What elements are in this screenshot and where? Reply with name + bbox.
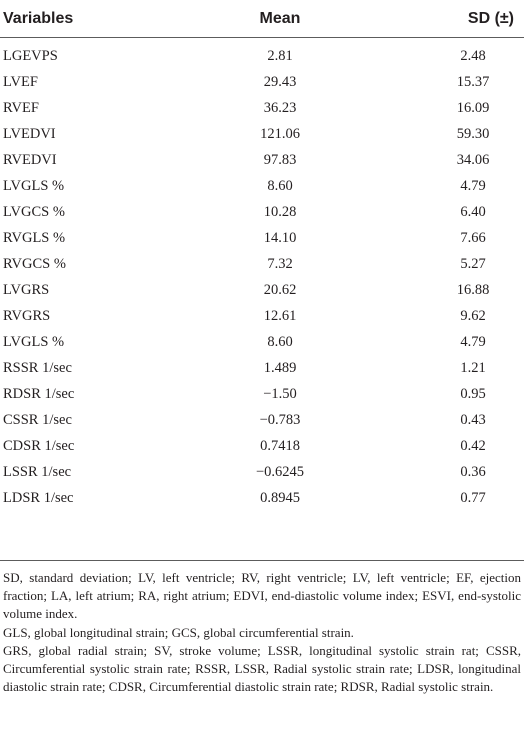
sd-value: 16.09 <box>456 99 490 116</box>
variable-name: RDSR 1/sec <box>3 385 75 402</box>
mean-value: 7.32 <box>267 255 293 272</box>
sd-value: 0.36 <box>460 463 486 480</box>
sd-value: 1.21 <box>460 359 486 376</box>
footnote-abbreviations-1: SD, standard deviation; LV, left ventric… <box>3 570 521 622</box>
mean-value: 0.8945 <box>260 489 300 506</box>
table-row: RVGCS % 7.32 5.27 <box>0 251 524 277</box>
mean-value: 0.7418 <box>260 437 300 454</box>
table-row: RVGRS 12.61 9.62 <box>0 303 524 329</box>
sd-value: 9.62 <box>460 307 486 324</box>
variable-name: LVGCS % <box>3 203 65 220</box>
variable-name: RSSR 1/sec <box>3 359 72 376</box>
header-mean: Mean <box>200 0 360 38</box>
mean-value: 121.06 <box>260 125 300 142</box>
statistics-table: Variables Mean SD (±) LGEVPS 2.81 2.48 LVEF… <box>0 0 524 512</box>
table-row: LVGLS % 8.60 4.79 <box>0 329 524 355</box>
sd-value: 15.37 <box>456 73 490 90</box>
variable-name: LDSR 1/sec <box>3 489 74 506</box>
variable-name: RVGLS % <box>3 229 66 246</box>
table-row: RVGLS % 14.10 7.66 <box>0 225 524 251</box>
mean-value: 29.43 <box>263 73 297 90</box>
variable-name: LSSR 1/sec <box>3 463 72 480</box>
mean-value: 14.10 <box>263 229 297 246</box>
table-row: LVGRS 20.62 16.88 <box>0 277 524 303</box>
mean-value: −1.50 <box>263 385 297 402</box>
mean-value: 1.489 <box>263 359 297 376</box>
sd-value: 16.88 <box>456 281 490 298</box>
mean-value: 8.60 <box>267 333 293 350</box>
sd-value: 4.79 <box>460 177 486 194</box>
header-row: Variables Mean SD (±) <box>0 0 524 38</box>
table-row: RVEDVI 97.83 34.06 <box>0 147 524 173</box>
table-row: CDSR 1/sec 0.7418 0.42 <box>0 433 524 459</box>
variable-name: CSSR 1/sec <box>3 411 72 428</box>
table-footnotes: SD, standard deviation; LV, left ventric… <box>3 569 521 696</box>
variable-name: RVEF <box>3 99 39 116</box>
variable-name: LVEDVI <box>3 125 56 142</box>
table-row: LDSR 1/sec 0.8945 0.77 <box>0 485 524 511</box>
mean-value: 10.28 <box>263 203 297 220</box>
sd-value: 2.48 <box>460 47 486 64</box>
table-row: LVEF 29.43 15.37 <box>0 69 524 95</box>
sd-value: 0.42 <box>460 437 486 454</box>
mean-value: −0.6245 <box>255 463 305 480</box>
mean-value: 12.61 <box>263 307 297 324</box>
table-row: LVGCS % 10.28 6.40 <box>0 199 524 225</box>
sd-value: 59.30 <box>456 125 490 142</box>
table-row: LSSR 1/sec −0.6245 0.36 <box>0 459 524 485</box>
mean-value: −0.783 <box>259 411 301 428</box>
variable-name: LVEF <box>3 73 38 90</box>
header-sd: SD (±) <box>360 0 524 38</box>
sd-value: 0.43 <box>460 411 486 428</box>
variable-name: LGEVPS <box>3 47 58 64</box>
mean-value: 20.62 <box>263 281 297 298</box>
mean-value: 97.83 <box>263 151 297 168</box>
table-row: RSSR 1/sec 1.489 1.21 <box>0 355 524 381</box>
variable-name: CDSR 1/sec <box>3 437 75 454</box>
table-row: LGEVPS 2.81 2.48 <box>0 38 524 70</box>
sd-value: 0.95 <box>460 385 486 402</box>
footnote-abbreviations-3: GRS, global radial strain; SV, stroke vo… <box>3 642 521 695</box>
variable-name: LVGRS <box>3 281 50 298</box>
table-row: RDSR 1/sec −1.50 0.95 <box>0 381 524 407</box>
variable-name: RVGRS <box>3 307 51 324</box>
variable-name: RVGCS % <box>3 255 66 272</box>
variable-name: LVGLS % <box>3 333 65 350</box>
variable-name: LVGLS % <box>3 177 65 194</box>
mean-value: 36.23 <box>263 99 297 116</box>
table-row: CSSR 1/sec −0.783 0.43 <box>0 407 524 433</box>
sd-value: 6.40 <box>460 203 486 220</box>
mean-value: 8.60 <box>267 177 293 194</box>
table-header: Variables Mean SD (±) <box>0 0 524 38</box>
mean-value: 2.81 <box>267 47 293 64</box>
table-row: LVEDVI 121.06 59.30 <box>0 121 524 147</box>
sd-value: 7.66 <box>460 229 486 246</box>
table-row: RVEF 36.23 16.09 <box>0 95 524 121</box>
sd-value: 4.79 <box>460 333 486 350</box>
footnote-abbreviations-2: GLS, global longitudinal strain; GCS, gl… <box>3 624 354 640</box>
sd-value: 0.77 <box>460 489 486 506</box>
header-variables: Variables <box>0 0 200 38</box>
variable-name: RVEDVI <box>3 151 57 168</box>
table-body: LGEVPS 2.81 2.48 LVEF 29.43 15.37 RVEF 36.23 16.… <box>0 38 524 512</box>
sd-value: 5.27 <box>460 255 486 272</box>
table-row: LVGLS % 8.60 4.79 <box>0 173 524 199</box>
table-bottom-rule <box>0 560 524 561</box>
sd-value: 34.06 <box>456 151 490 168</box>
